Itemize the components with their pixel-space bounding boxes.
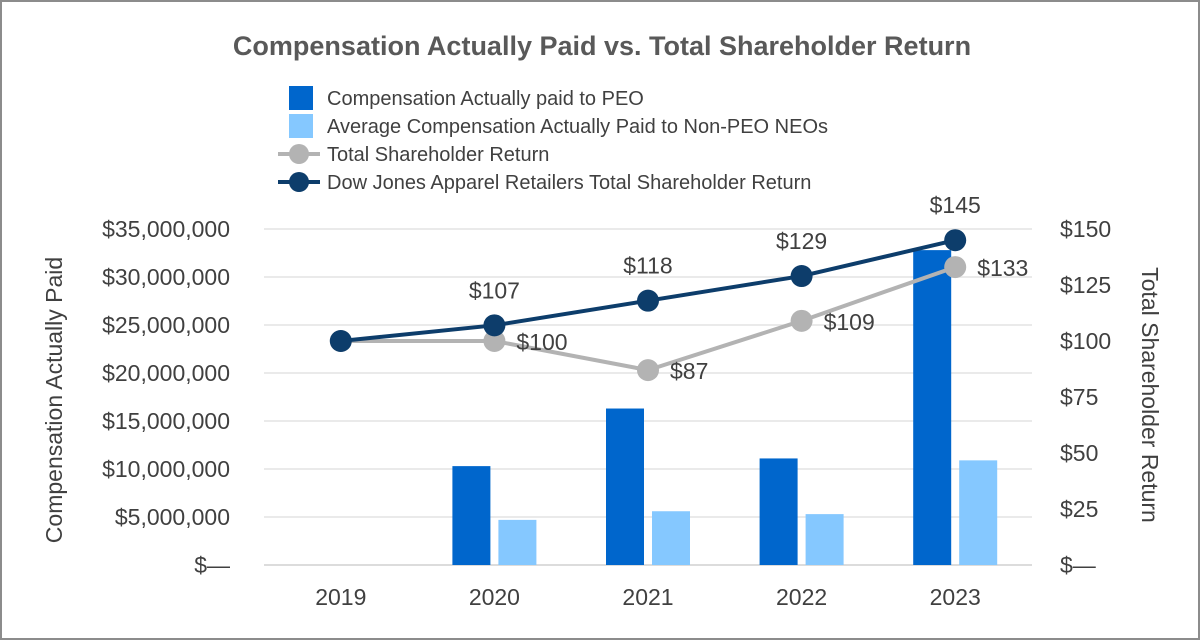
legend-marker-tsr <box>289 144 309 164</box>
marker-dj <box>483 314 506 337</box>
x-axis-ticks: 2019 2020 2021 2022 2023 <box>315 584 981 610</box>
data-labels: $100 $87 $109 $133 $107 $118 $129 $145 <box>469 192 1029 384</box>
lines <box>329 229 967 382</box>
y2-tick-label: $50 <box>1060 440 1098 466</box>
bars <box>452 250 998 565</box>
bar-peo <box>913 250 952 565</box>
x-tick-label: 2019 <box>315 584 366 610</box>
bar-non-peo <box>652 511 690 565</box>
bar-peo <box>606 408 644 565</box>
x-tick-label: 2022 <box>776 584 827 610</box>
x-tick-label: 2021 <box>622 584 673 610</box>
data-label-tsr: $87 <box>670 358 708 384</box>
data-label-tsr: $109 <box>824 309 875 335</box>
y-axis-title: Compensation Actually Paid <box>41 257 67 543</box>
data-label-tsr: $133 <box>977 255 1028 281</box>
legend-label-non-peo: Average Compensation Actually Paid to No… <box>327 116 828 138</box>
marker-dj <box>329 330 352 352</box>
y2-tick-label: $150 <box>1060 216 1111 242</box>
x-tick-label: 2020 <box>469 584 520 610</box>
chart-title: Compensation Actually Paid vs. Total Sha… <box>233 31 971 61</box>
data-label-dj: $107 <box>469 277 520 303</box>
bar-non-peo <box>959 460 998 565</box>
y-tick-label: $25,000,000 <box>102 312 230 338</box>
marker-dj <box>790 265 813 288</box>
y2-tick-label: $— <box>1060 552 1096 578</box>
marker-dj <box>637 289 659 312</box>
y2-axis-ticks: $— $25 $50 $75 $100 $125 $150 <box>1060 216 1111 578</box>
bar-non-peo <box>805 514 844 565</box>
marker-tsr <box>790 309 813 332</box>
marker-dj <box>944 229 967 252</box>
legend: Compensation Actually paid to PEO Averag… <box>278 86 828 194</box>
legend-swatch-non-peo <box>289 114 313 138</box>
grid <box>264 228 1032 566</box>
bar-peo <box>452 466 491 565</box>
data-label-dj: $118 <box>623 253 672 279</box>
data-label-tsr: $100 <box>516 329 567 355</box>
data-label-dj: $145 <box>930 192 981 218</box>
y-tick-label: $10,000,000 <box>102 456 230 482</box>
legend-label-tsr: Total Shareholder Return <box>327 144 549 166</box>
legend-label-peo: Compensation Actually paid to PEO <box>327 88 644 110</box>
bar-non-peo <box>498 519 537 565</box>
legend-marker-dj <box>289 172 309 192</box>
y2-tick-label: $100 <box>1060 328 1111 354</box>
marker-tsr <box>944 256 967 279</box>
marker-tsr <box>483 330 506 352</box>
y-tick-label: $30,000,000 <box>102 264 230 290</box>
bar-peo <box>759 458 798 565</box>
x-tick-label: 2023 <box>930 584 981 610</box>
legend-swatch-peo <box>289 86 313 110</box>
y2-axis-title: Total Shareholder Return <box>1137 267 1163 523</box>
y-tick-label: $5,000,000 <box>115 504 230 530</box>
y2-tick-label: $125 <box>1060 272 1111 298</box>
marker-tsr <box>637 359 659 382</box>
legend-label-dj: Dow Jones Apparel Retailers Total Shareh… <box>327 172 811 194</box>
y-axis-ticks: $— $5,000,000 $10,000,000 $15,000,000 $20,00… <box>102 216 230 578</box>
y2-tick-label: $75 <box>1060 384 1098 410</box>
data-label-dj: $129 <box>776 228 827 254</box>
y-tick-label: $15,000,000 <box>102 408 230 434</box>
y-tick-label: $20,000,000 <box>102 360 230 386</box>
y-tick-label: $35,000,000 <box>102 216 230 242</box>
y-tick-label: $— <box>194 552 230 578</box>
y2-tick-label: $25 <box>1060 496 1098 522</box>
